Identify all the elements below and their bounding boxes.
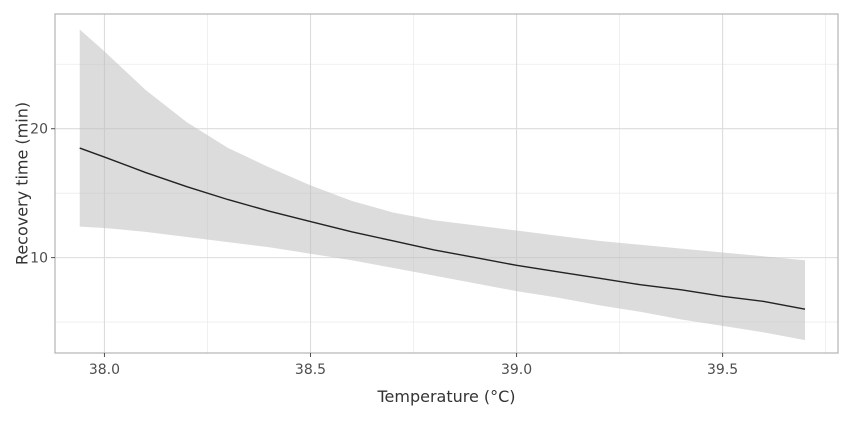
panel-border [54, 13, 839, 354]
series-line [79, 147, 806, 310]
x-axis: 38.0 38.5 39.0 39.5 [89, 353, 738, 378]
y-tick-label: 20 [30, 122, 48, 138]
x-tick-label: 39.0 [501, 362, 532, 378]
confidence-band [79, 29, 806, 341]
y-axis: 10 20 [30, 122, 55, 267]
x-tick-label: 39.5 [707, 362, 738, 378]
x-tick-label: 38.5 [295, 362, 326, 378]
y-tick-label: 10 [30, 251, 48, 267]
x-axis-title: Temperature (°C) [376, 387, 515, 406]
x-tick-label: 38.0 [89, 362, 120, 378]
y-axis-title: Recovery time (min) [13, 102, 32, 265]
